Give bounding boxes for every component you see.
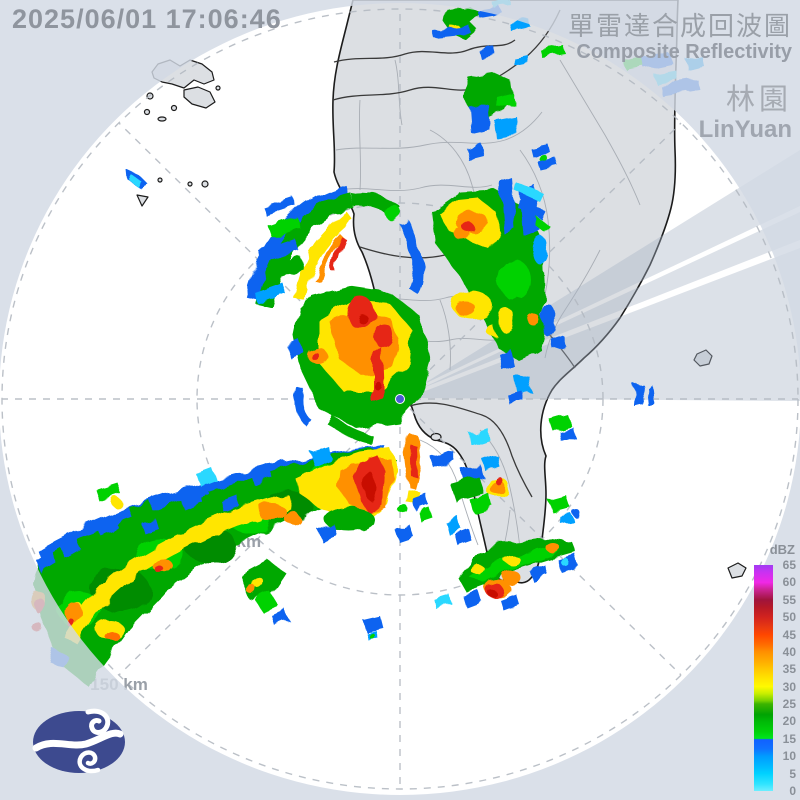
- dbz-tick-30: 30: [782, 679, 796, 694]
- dbz-unit-label: dBZ: [769, 542, 795, 557]
- penghu-island-2: [183, 86, 216, 109]
- dbz-colorbar: [754, 565, 773, 791]
- dbz-tick-10: 10: [782, 749, 796, 764]
- dbz-tick-15: 15: [782, 731, 796, 746]
- cwb-logo: [32, 708, 125, 774]
- dbz-tick-50: 50: [782, 610, 796, 625]
- dbz-tick-labels: 65 60 55 50 45 40 35 30 25 20 15 10 5 0: [776, 558, 798, 798]
- lanyu-island: [727, 562, 747, 579]
- radar-station-marker: [395, 394, 405, 404]
- dbz-tick-40: 40: [782, 644, 796, 659]
- dbz-legend: dBZ 65 60 55 50 45 40 35 30 25 20 15 10 5 0: [752, 540, 798, 798]
- dbz-tick-25: 25: [782, 697, 796, 712]
- dbz-tick-65: 65: [782, 558, 796, 572]
- dbz-tick-55: 55: [782, 592, 796, 607]
- dbz-tick-0: 0: [789, 784, 796, 798]
- dbz-tick-20: 20: [782, 714, 796, 729]
- green-island: [693, 349, 713, 367]
- dbz-tick-45: 45: [782, 627, 796, 642]
- dbz-tick-60: 60: [782, 575, 796, 590]
- radar-echoes: [31, 0, 704, 686]
- xiaoliuqiu-island: [430, 432, 442, 442]
- dbz-tick-35: 35: [782, 662, 796, 677]
- dbz-tick-5: 5: [789, 766, 796, 781]
